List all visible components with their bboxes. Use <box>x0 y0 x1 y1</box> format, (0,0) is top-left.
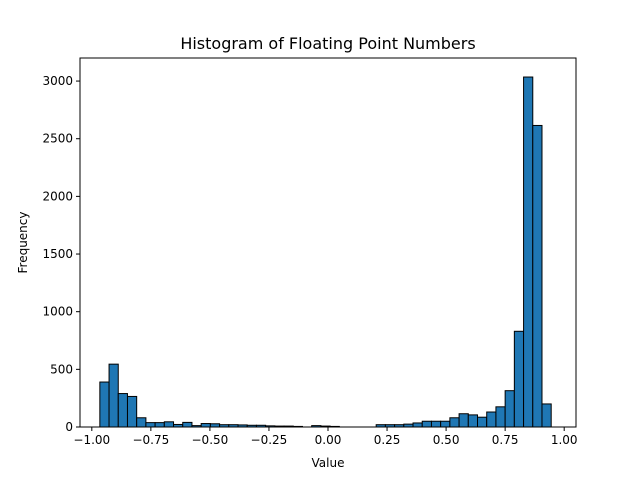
histogram-bar <box>136 417 147 428</box>
histogram-bar <box>145 422 156 428</box>
histogram-bar <box>421 420 432 428</box>
x-tick-label: −0.25 <box>251 433 288 447</box>
x-tick-label: 0.00 <box>315 433 342 447</box>
x-tick-label: 0.75 <box>492 433 519 447</box>
histogram-bar <box>430 420 442 428</box>
histogram-bar <box>532 124 543 428</box>
histogram-bar <box>458 413 469 428</box>
x-tick-label: −0.50 <box>192 433 229 447</box>
y-axis-ticks: 0 500 1000 1500 2000 2500 3000 <box>42 74 80 434</box>
x-tick-label: −0.75 <box>132 433 169 447</box>
y-tick-label: 1000 <box>42 305 73 319</box>
plot-frame <box>79 57 577 428</box>
histogram-bar <box>163 421 175 428</box>
histogram-bar <box>523 76 534 428</box>
histogram-bar <box>154 422 165 428</box>
x-tick-label: 1.00 <box>551 433 578 447</box>
y-tick-label: 2000 <box>42 189 73 203</box>
histogram-bar <box>467 414 479 428</box>
histogram-bar <box>486 411 497 428</box>
histogram-bar <box>477 416 488 428</box>
bars-group <box>99 76 552 428</box>
histogram-bar <box>504 390 515 428</box>
y-tick-label: 3000 <box>42 74 73 88</box>
x-tick-label: 0.50 <box>433 433 460 447</box>
histogram-bar <box>200 423 211 428</box>
histogram-bar <box>117 393 128 428</box>
histogram-bar <box>126 395 138 428</box>
y-tick-label: 2500 <box>42 132 73 146</box>
histogram-bar <box>108 363 119 428</box>
histogram-bar <box>440 420 451 428</box>
y-tick-label: 500 <box>50 362 73 376</box>
histogram-bar <box>412 422 423 428</box>
y-tick-label: 0 <box>65 420 73 434</box>
x-tick-label: −1.00 <box>73 433 110 447</box>
histogram-bar <box>99 381 110 428</box>
histogram-bar <box>513 330 525 428</box>
x-tick-label: 0.25 <box>374 433 401 447</box>
x-axis-label: Value <box>312 456 345 470</box>
histogram-bar <box>495 406 506 428</box>
histogram-bar <box>449 417 460 428</box>
y-tick-label: 1500 <box>42 247 73 261</box>
histogram-bar <box>182 421 193 428</box>
histogram-bar <box>541 403 552 428</box>
x-axis-ticks: −1.00 −0.75 −0.50 −0.25 0.00 0.25 0.50 0.75 1.00 <box>73 427 578 447</box>
chart-title: Histogram of Floating Point Numbers <box>180 34 475 53</box>
y-axis-label: Frequency <box>16 212 30 274</box>
